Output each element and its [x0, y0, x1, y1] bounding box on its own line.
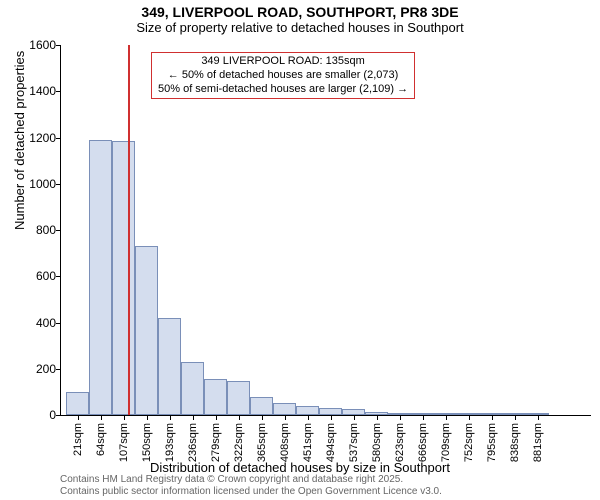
x-tick [446, 415, 447, 420]
x-tick [124, 415, 125, 420]
y-tick [56, 369, 61, 370]
page-title: 349, LIVERPOOL ROAD, SOUTHPORT, PR8 3DE [0, 4, 600, 20]
y-tick-label: 0 [49, 408, 56, 422]
x-tick-label: 150sqm [141, 423, 153, 462]
x-tick [492, 415, 493, 420]
x-tick [377, 415, 378, 420]
x-tick-label: 881sqm [532, 423, 544, 462]
histogram-bar [181, 362, 204, 415]
x-tick-label: 322sqm [233, 423, 245, 462]
histogram-bar [296, 406, 319, 415]
y-tick [56, 415, 61, 416]
x-tick-label: 279sqm [210, 423, 222, 462]
x-tick-label: 193sqm [164, 423, 176, 462]
x-tick [170, 415, 171, 420]
histogram-bar [204, 379, 227, 415]
x-tick-label: 494sqm [325, 423, 337, 462]
x-axis-label: Distribution of detached houses by size … [0, 460, 600, 475]
y-tick-label: 800 [36, 223, 56, 237]
y-tick-label: 1200 [29, 131, 56, 145]
x-tick-label: 365sqm [256, 423, 268, 462]
chart-container: 0200400600800100012001400160021sqm64sqm1… [60, 45, 590, 440]
x-tick-label: 64sqm [95, 423, 107, 456]
y-tick-label: 1400 [29, 84, 56, 98]
y-tick-label: 600 [36, 269, 56, 283]
y-tick-label: 1000 [29, 177, 56, 191]
x-tick [354, 415, 355, 420]
x-tick [216, 415, 217, 420]
x-tick-label: 709sqm [440, 423, 452, 462]
x-tick [400, 415, 401, 420]
y-tick [56, 184, 61, 185]
y-tick-label: 1600 [29, 38, 56, 52]
x-tick [262, 415, 263, 420]
y-tick [56, 45, 61, 46]
histogram-bar [112, 141, 135, 415]
x-tick [78, 415, 79, 420]
x-tick [515, 415, 516, 420]
x-tick-label: 537sqm [348, 423, 360, 462]
x-tick [423, 415, 424, 420]
marker-line [128, 45, 130, 415]
credit-line: Contains HM Land Registry data © Crown c… [60, 474, 442, 486]
x-tick [147, 415, 148, 420]
histogram-bar [66, 392, 89, 415]
callout-line: 349 LIVERPOOL ROAD: 135sqm [158, 55, 408, 69]
x-tick-label: 21sqm [72, 423, 84, 456]
x-tick [469, 415, 470, 420]
x-tick [285, 415, 286, 420]
x-tick [308, 415, 309, 420]
credit-block: Contains HM Land Registry data © Crown c… [60, 474, 442, 498]
histogram-bar [273, 403, 296, 415]
x-tick-label: 795sqm [486, 423, 498, 462]
histogram-bar [135, 246, 158, 415]
histogram-bar [319, 408, 342, 415]
x-tick-label: 838sqm [509, 423, 521, 462]
histogram-bar [227, 381, 250, 415]
y-tick [56, 91, 61, 92]
x-tick-label: 107sqm [118, 423, 130, 462]
x-tick [101, 415, 102, 420]
callout-line: ← 50% of detached houses are smaller (2,… [158, 69, 408, 83]
histogram-bar [158, 318, 181, 415]
y-tick [56, 276, 61, 277]
x-tick [538, 415, 539, 420]
y-tick [56, 230, 61, 231]
y-axis-label: Number of detached properties [12, 51, 27, 230]
x-tick [331, 415, 332, 420]
plot-area: 0200400600800100012001400160021sqm64sqm1… [60, 45, 591, 416]
x-tick [239, 415, 240, 420]
x-tick-label: 580sqm [371, 423, 383, 462]
x-tick-label: 236sqm [187, 423, 199, 462]
credit-line: Contains public sector information licen… [60, 486, 442, 498]
x-tick-label: 408sqm [279, 423, 291, 462]
callout-box: 349 LIVERPOOL ROAD: 135sqm← 50% of detac… [151, 52, 415, 99]
y-tick-label: 200 [36, 362, 56, 376]
page-subtitle: Size of property relative to detached ho… [0, 20, 600, 35]
y-tick [56, 138, 61, 139]
x-tick-label: 752sqm [463, 423, 475, 462]
histogram-bar [250, 397, 273, 416]
x-tick-label: 666sqm [417, 423, 429, 462]
x-tick [193, 415, 194, 420]
histogram-bar [89, 140, 112, 415]
x-tick-label: 451sqm [302, 423, 314, 462]
callout-line: 50% of semi-detached houses are larger (… [158, 83, 408, 97]
x-tick-label: 623sqm [394, 423, 406, 462]
y-tick [56, 323, 61, 324]
y-tick-label: 400 [36, 316, 56, 330]
